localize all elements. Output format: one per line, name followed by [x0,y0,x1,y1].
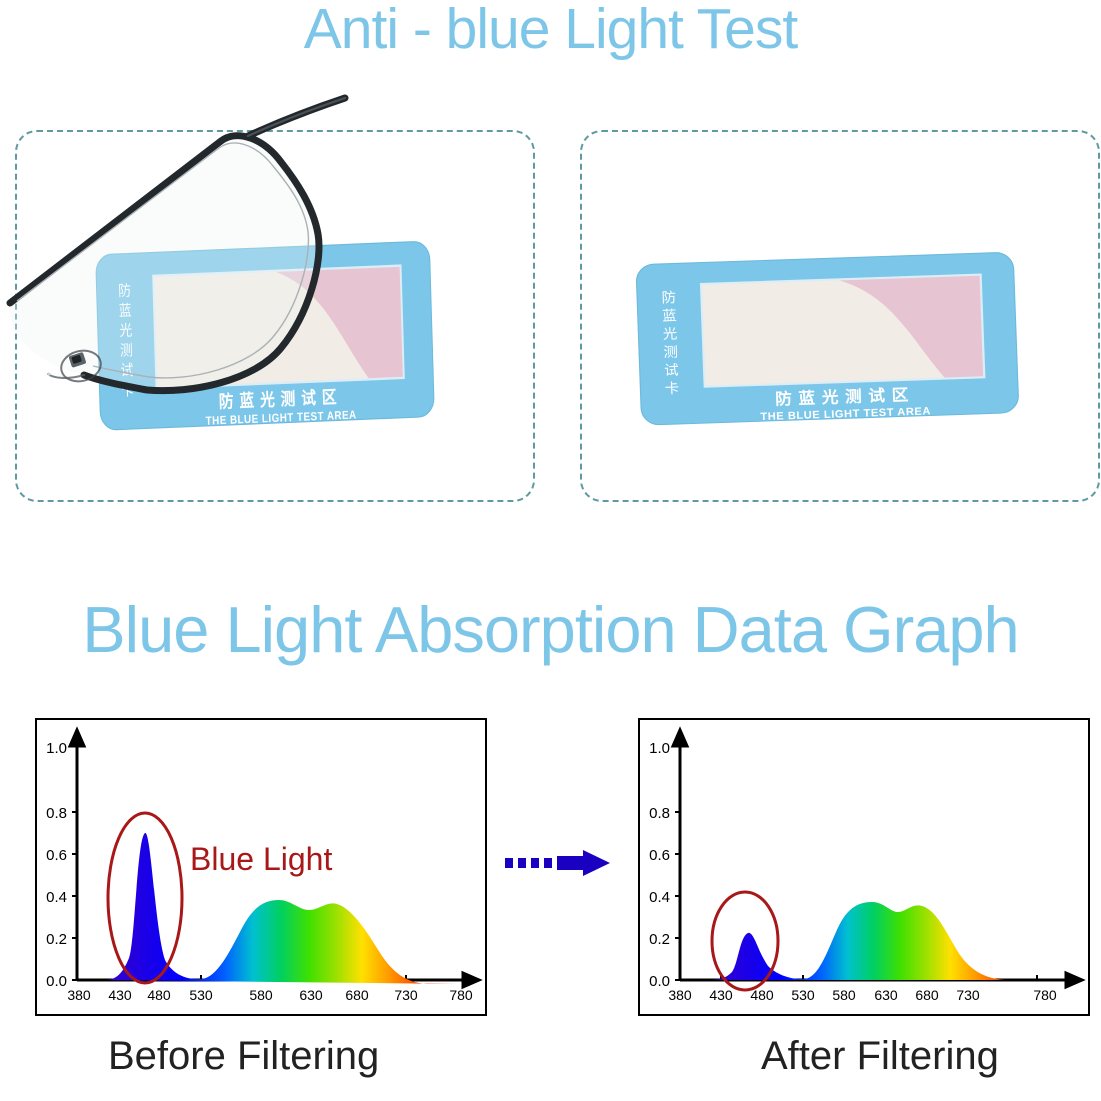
svg-text:680: 680 [345,987,369,1003]
svg-text:430: 430 [709,987,733,1003]
svg-text:0.4: 0.4 [649,889,670,906]
svg-text:蓝: 蓝 [662,308,677,324]
svg-text:试: 试 [664,363,679,379]
svg-text:0.8: 0.8 [46,805,67,822]
svg-text:630: 630 [299,987,323,1003]
svg-text:730: 730 [394,987,418,1003]
svg-text:0.0: 0.0 [649,973,670,990]
svg-text:0.6: 0.6 [649,847,670,864]
svg-text:0.6: 0.6 [46,847,67,864]
svg-text:0.4: 0.4 [46,889,67,906]
svg-text:0.2: 0.2 [649,931,670,948]
svg-text:680: 680 [915,987,939,1003]
svg-text:730: 730 [956,987,980,1003]
svg-text:卡: 卡 [665,381,680,397]
svg-text:1.0: 1.0 [46,740,67,757]
svg-text:380: 380 [67,987,91,1003]
svg-text:780: 780 [1033,987,1057,1003]
svg-text:530: 530 [189,987,213,1003]
svg-text:580: 580 [832,987,856,1003]
svg-text:480: 480 [147,987,171,1003]
svg-text:0.2: 0.2 [46,931,67,948]
svg-text:1.0: 1.0 [649,740,670,757]
svg-text:测: 测 [663,345,678,361]
svg-text:530: 530 [791,987,815,1003]
svg-text:430: 430 [108,987,132,1003]
svg-text:Blue Light: Blue Light [190,841,332,877]
svg-text:780: 780 [449,987,473,1003]
svg-text:630: 630 [874,987,898,1003]
svg-text:380: 380 [668,987,692,1003]
svg-text:580: 580 [249,987,273,1003]
svg-text:0.0: 0.0 [46,973,67,990]
svg-text:光: 光 [663,327,678,343]
svg-text:防: 防 [661,290,676,306]
svg-text:0.8: 0.8 [649,805,670,822]
